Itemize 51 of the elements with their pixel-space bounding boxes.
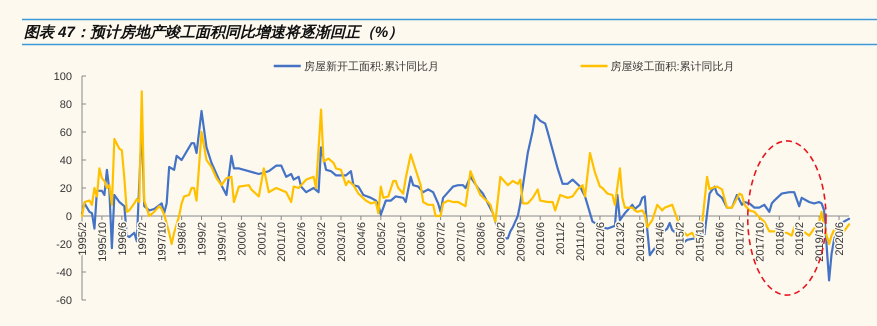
x-tick-label: 2000/6 [236, 222, 248, 256]
x-tick-label: 2005/2 [376, 222, 388, 256]
x-tick-label: 2001/2 [256, 222, 268, 256]
x-tick-label: 2014/6 [654, 222, 667, 256]
x-tick-label: 2008/6 [475, 222, 488, 256]
y-tick-label: 60 [60, 127, 72, 139]
x-tick-label: 2015/10 [694, 222, 707, 262]
x-tick-label: 2018/6 [774, 222, 786, 256]
x-tick-label: 1999/2 [196, 222, 209, 256]
x-tick-label: 1996/6 [116, 222, 129, 256]
legend-label: 房屋竣工面积:累计同比月 [610, 60, 735, 73]
x-tick-label: 2010/6 [535, 222, 548, 256]
y-tick-label: 40 [60, 155, 72, 167]
legend-label: 房屋新开工面积:累计同比月 [304, 60, 439, 73]
chart-title: 图表 47：预计房地产竣工面积同比增速将逐渐回正（%） [24, 23, 404, 41]
x-tick-label: 2003/10 [336, 222, 348, 262]
x-tick-label: 2019/10 [814, 222, 826, 262]
x-tick-label: 2007/2 [436, 222, 448, 256]
y-tick-label: -40 [56, 267, 72, 279]
y-tick-label: 80 [60, 99, 72, 111]
x-tick-label: 2011/2 [555, 222, 568, 255]
x-tick-label: 2017/10 [754, 222, 766, 262]
x-tick-label: 2011/10 [575, 222, 588, 261]
y-tick-label: 20 [60, 183, 72, 195]
x-tick-label: 2012/6 [594, 222, 607, 256]
y-tick-label: 100 [54, 71, 72, 83]
x-tick-label: 2007/10 [456, 222, 468, 262]
x-tick-label: 2020/6 [834, 222, 846, 256]
x-tick-label: 2015/2 [674, 222, 687, 256]
x-tick-label: 2009/10 [515, 222, 528, 262]
x-tick-label: 2003/2 [316, 222, 328, 256]
x-tick-label: 2013/2 [614, 222, 627, 256]
x-tick-label: 2001/10 [276, 222, 288, 262]
x-tick-label: 2002/6 [296, 222, 308, 256]
x-tick-label: 2005/10 [396, 222, 408, 262]
x-tick-label: 2017/2 [734, 222, 746, 256]
y-tick-label: -20 [56, 239, 72, 251]
x-tick-label: 2013/10 [634, 222, 647, 262]
x-tick-label: 1997/2 [136, 222, 149, 256]
x-tick-label: 1999/10 [216, 222, 228, 262]
x-tick-label: 1997/10 [156, 222, 169, 262]
x-tick-label: 2019/2 [794, 222, 806, 256]
x-tick-label: 2004/6 [356, 222, 368, 256]
x-tick-label: 1995/10 [96, 222, 109, 262]
y-tick-label: -60 [56, 295, 72, 307]
x-tick-label: 2009/2 [495, 222, 508, 256]
x-tick-label: 1995/2 [77, 222, 89, 256]
x-tick-label: 2016/6 [714, 222, 727, 256]
x-tick-label: 1998/6 [176, 222, 189, 256]
x-tick-label: 2006/6 [416, 222, 428, 256]
y-tick-label: 0 [66, 211, 72, 223]
